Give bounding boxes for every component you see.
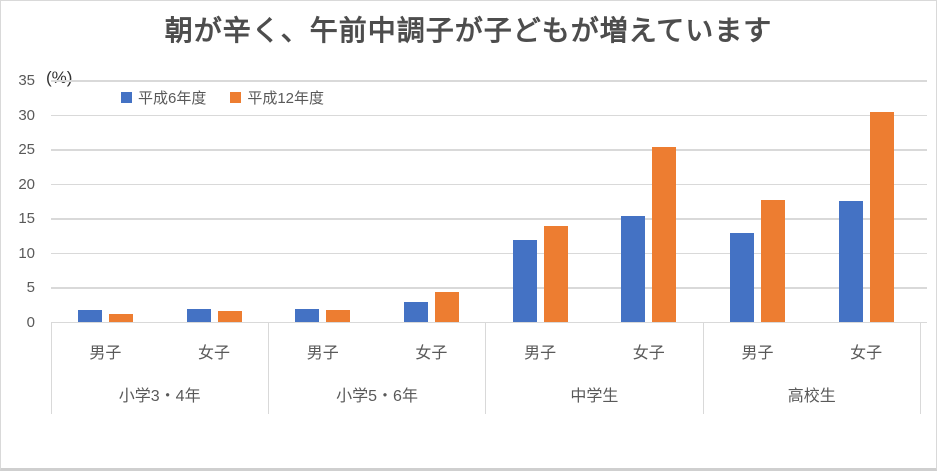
category-divider — [702, 323, 704, 414]
y-tick-label: 10 — [18, 244, 35, 262]
bar-平成6年度 — [512, 239, 537, 323]
legend-item: 平成6年度 — [121, 87, 206, 108]
chart-title: 朝が辛く、午前中調子が子どもが増えています — [164, 15, 773, 46]
category-divider — [267, 323, 269, 414]
legend-swatch-平成6年度 — [121, 92, 132, 103]
y-tick-label: 15 — [18, 210, 35, 227]
x-subcategory-label: 男子 — [89, 345, 122, 362]
x-group-label: 中学生 — [570, 388, 619, 405]
y-tick-label: 20 — [18, 175, 35, 193]
category-divider — [50, 323, 52, 414]
y-axis-unit-label: (%) — [46, 68, 73, 87]
legend-label: 平成12年度 — [247, 90, 325, 107]
x-subcategory-label: 男子 — [524, 345, 557, 362]
bar-平成12年度 — [217, 311, 242, 323]
legend-label: 平成6年度 — [138, 90, 207, 107]
bar-平成12年度 — [760, 199, 785, 323]
x-subcategory-label: 女子 — [632, 345, 665, 362]
y-tick-label: 5 — [26, 279, 35, 296]
x-subcategory-label: 男子 — [741, 345, 774, 362]
x-group-label: 高校生 — [787, 388, 836, 405]
bar-平成6年度 — [77, 310, 102, 323]
category-divider — [485, 323, 487, 414]
gridline — [51, 80, 927, 82]
bar-平成12年度 — [869, 112, 894, 323]
gridline — [51, 252, 927, 255]
y-tick-label: 30 — [18, 106, 35, 124]
x-subcategory-label: 女子 — [198, 345, 231, 362]
x-group-label: 小学3・4年 — [118, 388, 201, 405]
bar-平成6年度 — [838, 201, 863, 323]
bar-平成6年度 — [621, 215, 646, 323]
x-group-label: 小学5・6年 — [336, 388, 418, 405]
y-tick-label: 0 — [26, 313, 35, 331]
category-divider — [920, 323, 921, 414]
bar-平成12年度 — [652, 146, 677, 323]
x-subcategory-label: 女子 — [415, 345, 448, 362]
gridline — [51, 218, 927, 220]
bar-平成6年度 — [295, 308, 320, 323]
legend-item: 平成12年度 — [230, 87, 324, 108]
x-subcategory-label: 女子 — [850, 345, 883, 362]
x-subcategory-label: 男子 — [306, 345, 339, 362]
x-axis-line — [51, 321, 927, 324]
gridline — [51, 149, 927, 151]
bar-平成12年度 — [434, 292, 459, 323]
bar-平成12年度 — [543, 225, 568, 323]
bar-平成6年度 — [729, 232, 754, 323]
legend-swatch-平成12年度 — [230, 92, 242, 103]
bar-平成12年度 — [108, 314, 133, 323]
legend: 平成6年度 平成12年度 — [121, 87, 324, 108]
bar-平成12年度 — [326, 310, 351, 323]
bar-平成6年度 — [403, 301, 428, 323]
gridline — [51, 183, 927, 186]
gridline — [51, 287, 927, 289]
gridline — [51, 114, 927, 117]
y-tick-label: 35 — [18, 72, 35, 89]
bar-平成6年度 — [186, 308, 211, 323]
y-tick-label: 25 — [18, 141, 35, 158]
